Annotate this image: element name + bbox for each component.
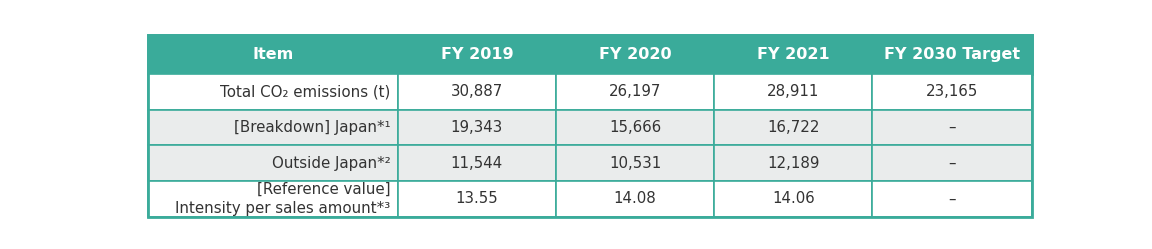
Text: 19,343: 19,343 <box>450 120 503 135</box>
Bar <box>872 35 1032 74</box>
Bar <box>556 181 714 217</box>
Bar <box>872 145 1032 181</box>
Bar <box>397 181 556 217</box>
Bar <box>714 35 872 74</box>
Text: 15,666: 15,666 <box>609 120 661 135</box>
Text: Total CO₂ emissions (t): Total CO₂ emissions (t) <box>220 84 391 99</box>
Bar <box>556 74 714 110</box>
Text: 26,197: 26,197 <box>609 84 661 99</box>
Text: 30,887: 30,887 <box>450 84 503 99</box>
Text: –: – <box>948 156 956 171</box>
Bar <box>149 181 397 217</box>
Text: 16,722: 16,722 <box>767 120 819 135</box>
Bar <box>397 145 556 181</box>
Text: 23,165: 23,165 <box>926 84 978 99</box>
Text: 13.55: 13.55 <box>455 191 498 206</box>
Text: 28,911: 28,911 <box>767 84 819 99</box>
Text: 11,544: 11,544 <box>450 156 503 171</box>
Bar <box>149 110 397 145</box>
Bar <box>149 35 397 74</box>
Bar <box>397 110 556 145</box>
Text: FY 2019: FY 2019 <box>440 47 513 62</box>
Bar <box>872 181 1032 217</box>
Bar <box>872 74 1032 110</box>
Bar <box>872 110 1032 145</box>
Bar <box>397 74 556 110</box>
Text: 12,189: 12,189 <box>767 156 819 171</box>
Text: 14.08: 14.08 <box>614 191 657 206</box>
Bar <box>556 145 714 181</box>
Text: FY 2020: FY 2020 <box>599 47 672 62</box>
Text: –: – <box>948 120 956 135</box>
Bar <box>714 145 872 181</box>
Text: FY 2030 Target: FY 2030 Target <box>885 47 1021 62</box>
Text: [Breakdown] Japan*¹: [Breakdown] Japan*¹ <box>234 120 391 135</box>
Bar <box>556 110 714 145</box>
Bar <box>714 181 872 217</box>
Text: 14.06: 14.06 <box>772 191 814 206</box>
Bar <box>149 74 397 110</box>
Text: FY 2021: FY 2021 <box>757 47 829 62</box>
Text: 10,531: 10,531 <box>609 156 661 171</box>
Bar <box>714 110 872 145</box>
Bar <box>556 35 714 74</box>
Bar <box>714 74 872 110</box>
Text: [Reference value]
Intensity per sales amount*³: [Reference value] Intensity per sales am… <box>175 182 391 216</box>
Text: Item: Item <box>252 47 294 62</box>
Bar <box>149 145 397 181</box>
Text: Outside Japan*²: Outside Japan*² <box>272 156 391 171</box>
Text: –: – <box>948 191 956 206</box>
Bar <box>397 35 556 74</box>
